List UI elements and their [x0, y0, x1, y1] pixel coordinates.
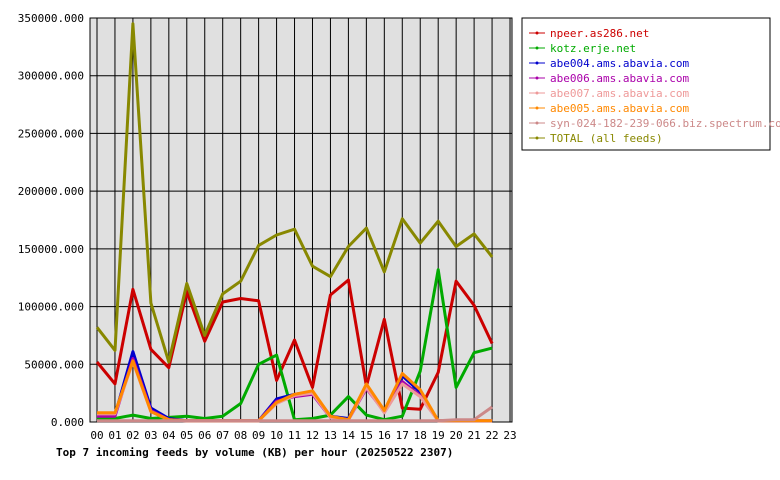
legend-marker [535, 61, 539, 65]
legend-label: TOTAL (all feeds) [550, 132, 663, 145]
x-tick-label: 08 [234, 429, 247, 442]
y-axis-ticks: 0.000 50000.000 100000.000 150000.000 200000… [18, 12, 84, 429]
x-tick-label: 10 [270, 429, 283, 442]
y-tick-label: 150000.000 [18, 243, 84, 256]
x-tick-label: 23 [503, 429, 516, 442]
grid-lines [90, 17, 512, 423]
chart-title: Top 7 incoming feeds by volume (KB) per … [56, 446, 453, 459]
legend-box [521, 17, 771, 151]
legend: npeer.as286.net kotz.erje.net abe004.ams.a… [521, 17, 780, 151]
x-tick-label: 09 [252, 429, 265, 442]
x-tick-label: 22 [485, 429, 498, 442]
x-tick-label: 17 [396, 429, 409, 442]
x-tick-label: 06 [198, 429, 211, 442]
legend-label: abe006.ams.abavia.com [550, 72, 689, 85]
plot-background [89, 17, 513, 423]
legend-marker [535, 46, 539, 50]
x-tick-label: 11 [288, 429, 301, 442]
x-tick-label: 07 [216, 429, 229, 442]
x-tick-label: 20 [450, 429, 463, 442]
legend-label: abe007.ams.abavia.com [550, 87, 689, 100]
x-axis-ticks: 00 01 02 03 04 05 06 07 08 09 10 11 12 13 14 15 16 17 18 19… [90, 429, 516, 442]
legend-label: abe005.ams.abavia.com [550, 102, 689, 115]
series-line-6 [97, 405, 493, 423]
x-tick-label: 04 [162, 429, 176, 442]
legend-label: kotz.erje.net [550, 42, 636, 55]
y-tick-label: 0.000 [51, 416, 84, 429]
x-tick-label: 13 [324, 429, 337, 442]
x-tick-label: 05 [180, 429, 193, 442]
x-tick-label: 02 [126, 429, 139, 442]
x-tick-label: 19 [432, 429, 445, 442]
series-line-5 [97, 359, 493, 423]
y-tick-label: 100000.000 [18, 301, 84, 314]
x-tick-label: 18 [414, 429, 427, 442]
legend-marker [535, 91, 539, 95]
series-line-7 [95, 22, 494, 364]
x-tick-label: 15 [360, 429, 373, 442]
x-tick-label: 00 [90, 429, 103, 442]
legend-marker [535, 106, 539, 110]
y-tick-label: 300000.000 [18, 70, 84, 83]
series-lines [95, 22, 494, 423]
y-tick-label: 50000.000 [24, 358, 84, 371]
x-tick-label: 01 [108, 429, 121, 442]
legend-label: abe004.ams.abavia.com [550, 57, 689, 70]
y-tick-label: 350000.000 [18, 12, 84, 25]
legend-marker [535, 121, 539, 125]
series-line-0 [95, 278, 494, 411]
x-tick-label: 21 [467, 429, 480, 442]
legend-marker [535, 136, 539, 140]
legend-label: npeer.as286.net [550, 27, 649, 40]
x-tick-label: 16 [378, 429, 391, 442]
legend-marker [535, 76, 539, 80]
legend-label: syn-024-182-239-066.biz.spectrum.com [550, 117, 780, 130]
y-tick-label: 250000.000 [18, 127, 84, 140]
y-tick-label: 200000.000 [18, 185, 84, 198]
x-tick-label: 03 [144, 429, 157, 442]
x-tick-label: 12 [306, 429, 319, 442]
x-tick-label: 14 [342, 429, 356, 442]
legend-marker [535, 31, 539, 35]
